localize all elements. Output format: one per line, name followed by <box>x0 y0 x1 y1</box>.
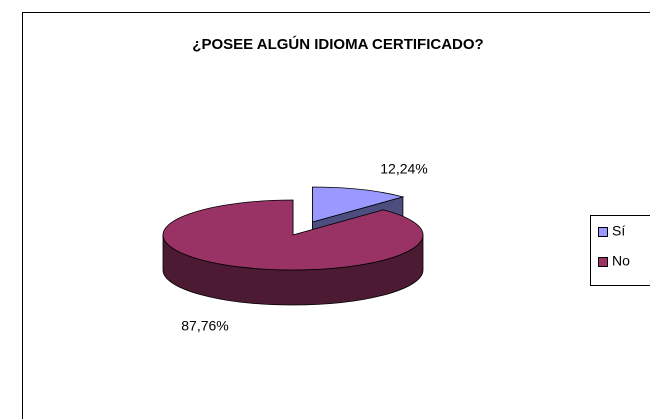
legend-label: No <box>612 253 630 269</box>
legend-label: Sí <box>612 223 625 239</box>
legend-swatch <box>598 257 608 267</box>
chart-title: ¿POSEE ALGÚN IDIOMA CERTIFICADO? <box>192 35 483 53</box>
data-label: 12,24% <box>380 161 427 177</box>
data-label: 87,76% <box>181 318 228 334</box>
slice-top <box>162 199 424 271</box>
slice-top <box>312 186 405 223</box>
pie-slice <box>162 199 424 306</box>
legend-swatch <box>598 227 608 237</box>
